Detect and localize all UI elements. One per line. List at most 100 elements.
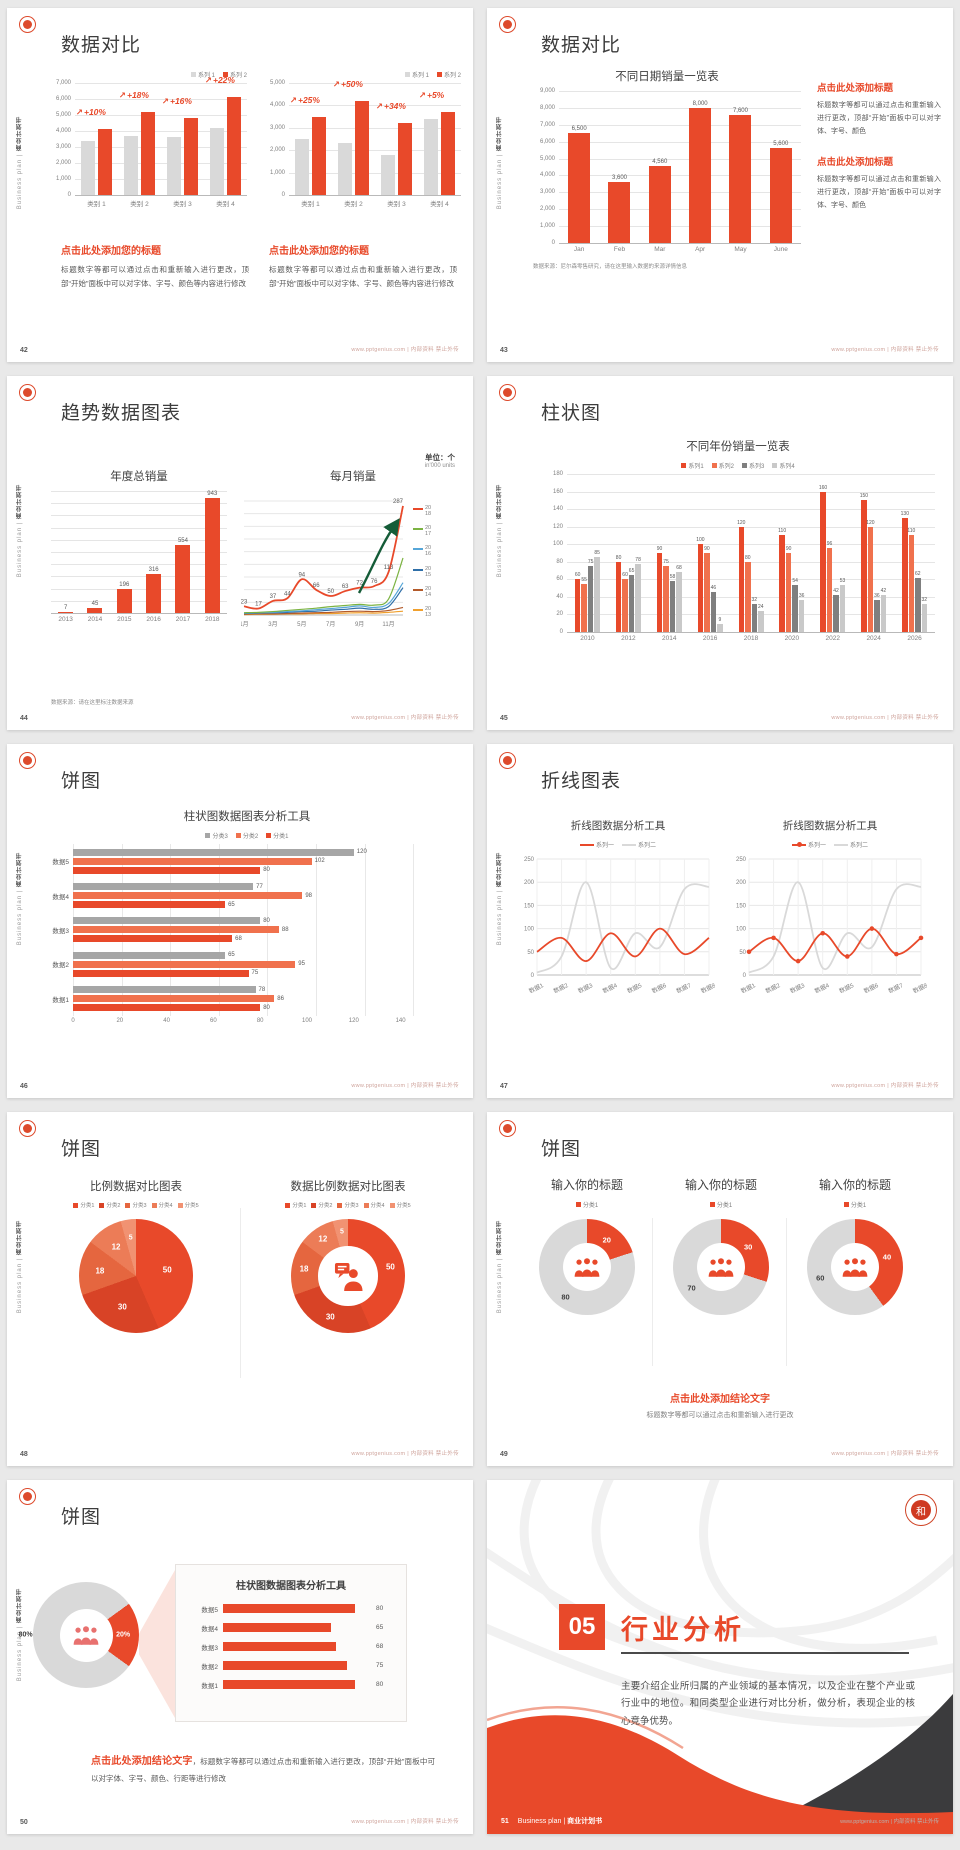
chart-element: ↗	[118, 89, 126, 100]
chart-element: 196	[116, 491, 132, 613]
chart-title: 数据比例数据对比图表	[290, 1181, 406, 1193]
chart-legend: 分类1	[787, 1200, 923, 1209]
chart-element: 54	[792, 577, 798, 584]
chart-element: 150	[859, 493, 869, 500]
chart-element: 5月	[297, 621, 306, 628]
chart-element: 60	[556, 576, 563, 583]
chart-element: 120 102 80	[73, 848, 437, 874]
chart-element: 80	[73, 866, 437, 874]
chart-element: 60 55 75 85 80 60 65 78 90 75 58 68 100 90 46 9 120 80 32 2…	[567, 474, 935, 633]
chart-element: 2014	[87, 616, 103, 623]
legend-item: 分类4	[363, 1201, 385, 1209]
chart-element: ↗+50%	[332, 78, 363, 89]
chart-element	[51, 576, 227, 578]
chart-element	[75, 99, 247, 100]
chart-element	[559, 124, 801, 126]
chart-element: 分类4	[158, 1203, 173, 1209]
chart-element	[567, 614, 935, 616]
chart-element: 60	[622, 572, 628, 579]
chart-element: 数据2	[764, 981, 782, 993]
legend-item: 20 16	[413, 545, 435, 557]
chart-element: 32	[921, 596, 928, 603]
slide-45: 柱状图 Business plan | 商业计划书 不同年份销量一览表 系列1 …	[487, 376, 953, 730]
chart-element	[726, 1259, 732, 1265]
chart-element: 7,000	[55, 80, 71, 86]
sidebar-vertical-text: Business plan | 商业计划书	[495, 484, 504, 577]
legend-item: 分类1	[709, 1200, 732, 1209]
chart-element: 102	[314, 858, 325, 865]
chart-element: 2020	[784, 635, 800, 642]
bar	[210, 127, 224, 195]
chart-element: 150	[859, 474, 869, 632]
chart-element	[51, 527, 227, 529]
chart-element: 96	[826, 474, 833, 632]
chart-element: 8,000	[680, 91, 720, 243]
chart-title: 柱状图数据图表分析工具	[183, 811, 311, 823]
chart-element: 95	[73, 960, 437, 968]
chart-element: 类别 3	[173, 201, 192, 208]
bar	[355, 100, 369, 195]
chart-element: ↗	[375, 101, 383, 112]
chart-element: 分类5	[184, 1203, 199, 1209]
chart-element: 68	[73, 935, 437, 943]
legend-item: 20 18	[413, 505, 435, 517]
slide-50: 饼图 Business plan | 商业计划书 20% 80% 柱状图数据图表分…	[7, 1480, 473, 1834]
legend-item: 系列 1	[190, 70, 215, 79]
bar	[861, 500, 867, 632]
chart-title: 比例数据对比图表	[90, 1181, 182, 1193]
chart-element	[574, 1258, 600, 1277]
chart-element: 类别 2	[344, 201, 363, 208]
chart-element: 分类3	[132, 1203, 147, 1209]
chart-element: 76	[371, 579, 378, 585]
chart-element: ↗	[332, 78, 340, 89]
chart-element: 5	[128, 1234, 133, 1242]
chart-element: 5,000 4,000 3,000 2,000 1,000 0	[263, 80, 289, 198]
data-source-note: 数据来源：尼尔森零售研究，请在这里输入数据的来源详情信息	[533, 264, 688, 270]
footer-site-text: www.pptgenius.com | 内部资料 禁止外传	[351, 347, 459, 353]
block-body: 标题数字等都可以通过点击和重新输入进行更改，顶部“开始”面板中可以对字体、字号、…	[61, 265, 249, 289]
chart-element: 0	[551, 240, 555, 246]
block-heading: 点击此处添加您的标题	[269, 246, 369, 257]
section-body: 主要介绍企业所归属的产业领域的基本情况，以及企业在整个产业或行业中的地位。和同类…	[621, 1680, 915, 1727]
chart-element: 12	[318, 1234, 328, 1244]
bar	[587, 566, 594, 632]
chart-element: 140	[395, 1018, 406, 1024]
chart-title: 每月销量	[330, 471, 376, 483]
chart-element	[413, 568, 423, 571]
chart-element: 0 20 40 60 80 100 120 140	[71, 1018, 437, 1028]
bar	[826, 547, 833, 632]
chart-element: 120	[73, 848, 437, 856]
bar	[648, 166, 671, 243]
chart-element	[355, 83, 369, 195]
bar	[73, 935, 233, 943]
chart-element: 90	[657, 474, 662, 632]
chart-element: 0	[71, 1018, 75, 1024]
slide-47: 折线图表 Business plan | 商业计划书 折线图数据分析工具 系列一…	[487, 744, 953, 1098]
chart-legend: 分类1 分类2 分类3 分类4 分类5	[37, 1201, 235, 1209]
chart-element	[413, 548, 423, 551]
slide-title: 折线图表	[541, 771, 622, 792]
line-chart-right: 折线图数据分析工具 系列一 系列二 250 200 150 100 50 0 数据1 数据2 数…	[727, 818, 933, 998]
chart-element: 65 95 75	[73, 951, 437, 977]
chart-element	[860, 1259, 866, 1265]
chart-element: Apr	[695, 246, 706, 253]
chart-element: 120	[866, 474, 875, 632]
chart-element: 分类1	[292, 1203, 307, 1209]
chart-element: 1,000	[539, 223, 555, 230]
year-legend: 20 18 20 17 20 16 20 15 20 14 20 13	[413, 491, 435, 634]
chart-element: ↗	[204, 75, 212, 86]
chart-element: 60 55 75 85 80 60 65 78 90 75 58 68 100 90 46 9 120 80 32 2…	[567, 474, 935, 632]
chart-element: 18	[95, 1266, 105, 1276]
bar	[141, 111, 155, 195]
chart-element: ↗+25% ↗+50% ↗+34% ↗+5%	[289, 79, 461, 196]
chart-element: 2013 2014 2015 2016 2017 2018	[51, 616, 227, 623]
sidebar-vertical-text: Business plan | 商业计划书	[15, 116, 24, 209]
conclusion-body: ，标题数字等都可以通过点击和重新输入进行更改，顶部“开始”面板中可以对字体、字号…	[91, 1757, 436, 1783]
bar	[98, 129, 112, 195]
chart-element: 90	[786, 474, 791, 632]
chart-element	[842, 1258, 868, 1277]
chart-element	[51, 613, 227, 614]
sidebar-cn: 商业计划书	[497, 484, 503, 519]
chart-element: 80	[73, 1004, 437, 1012]
bar	[880, 595, 887, 632]
